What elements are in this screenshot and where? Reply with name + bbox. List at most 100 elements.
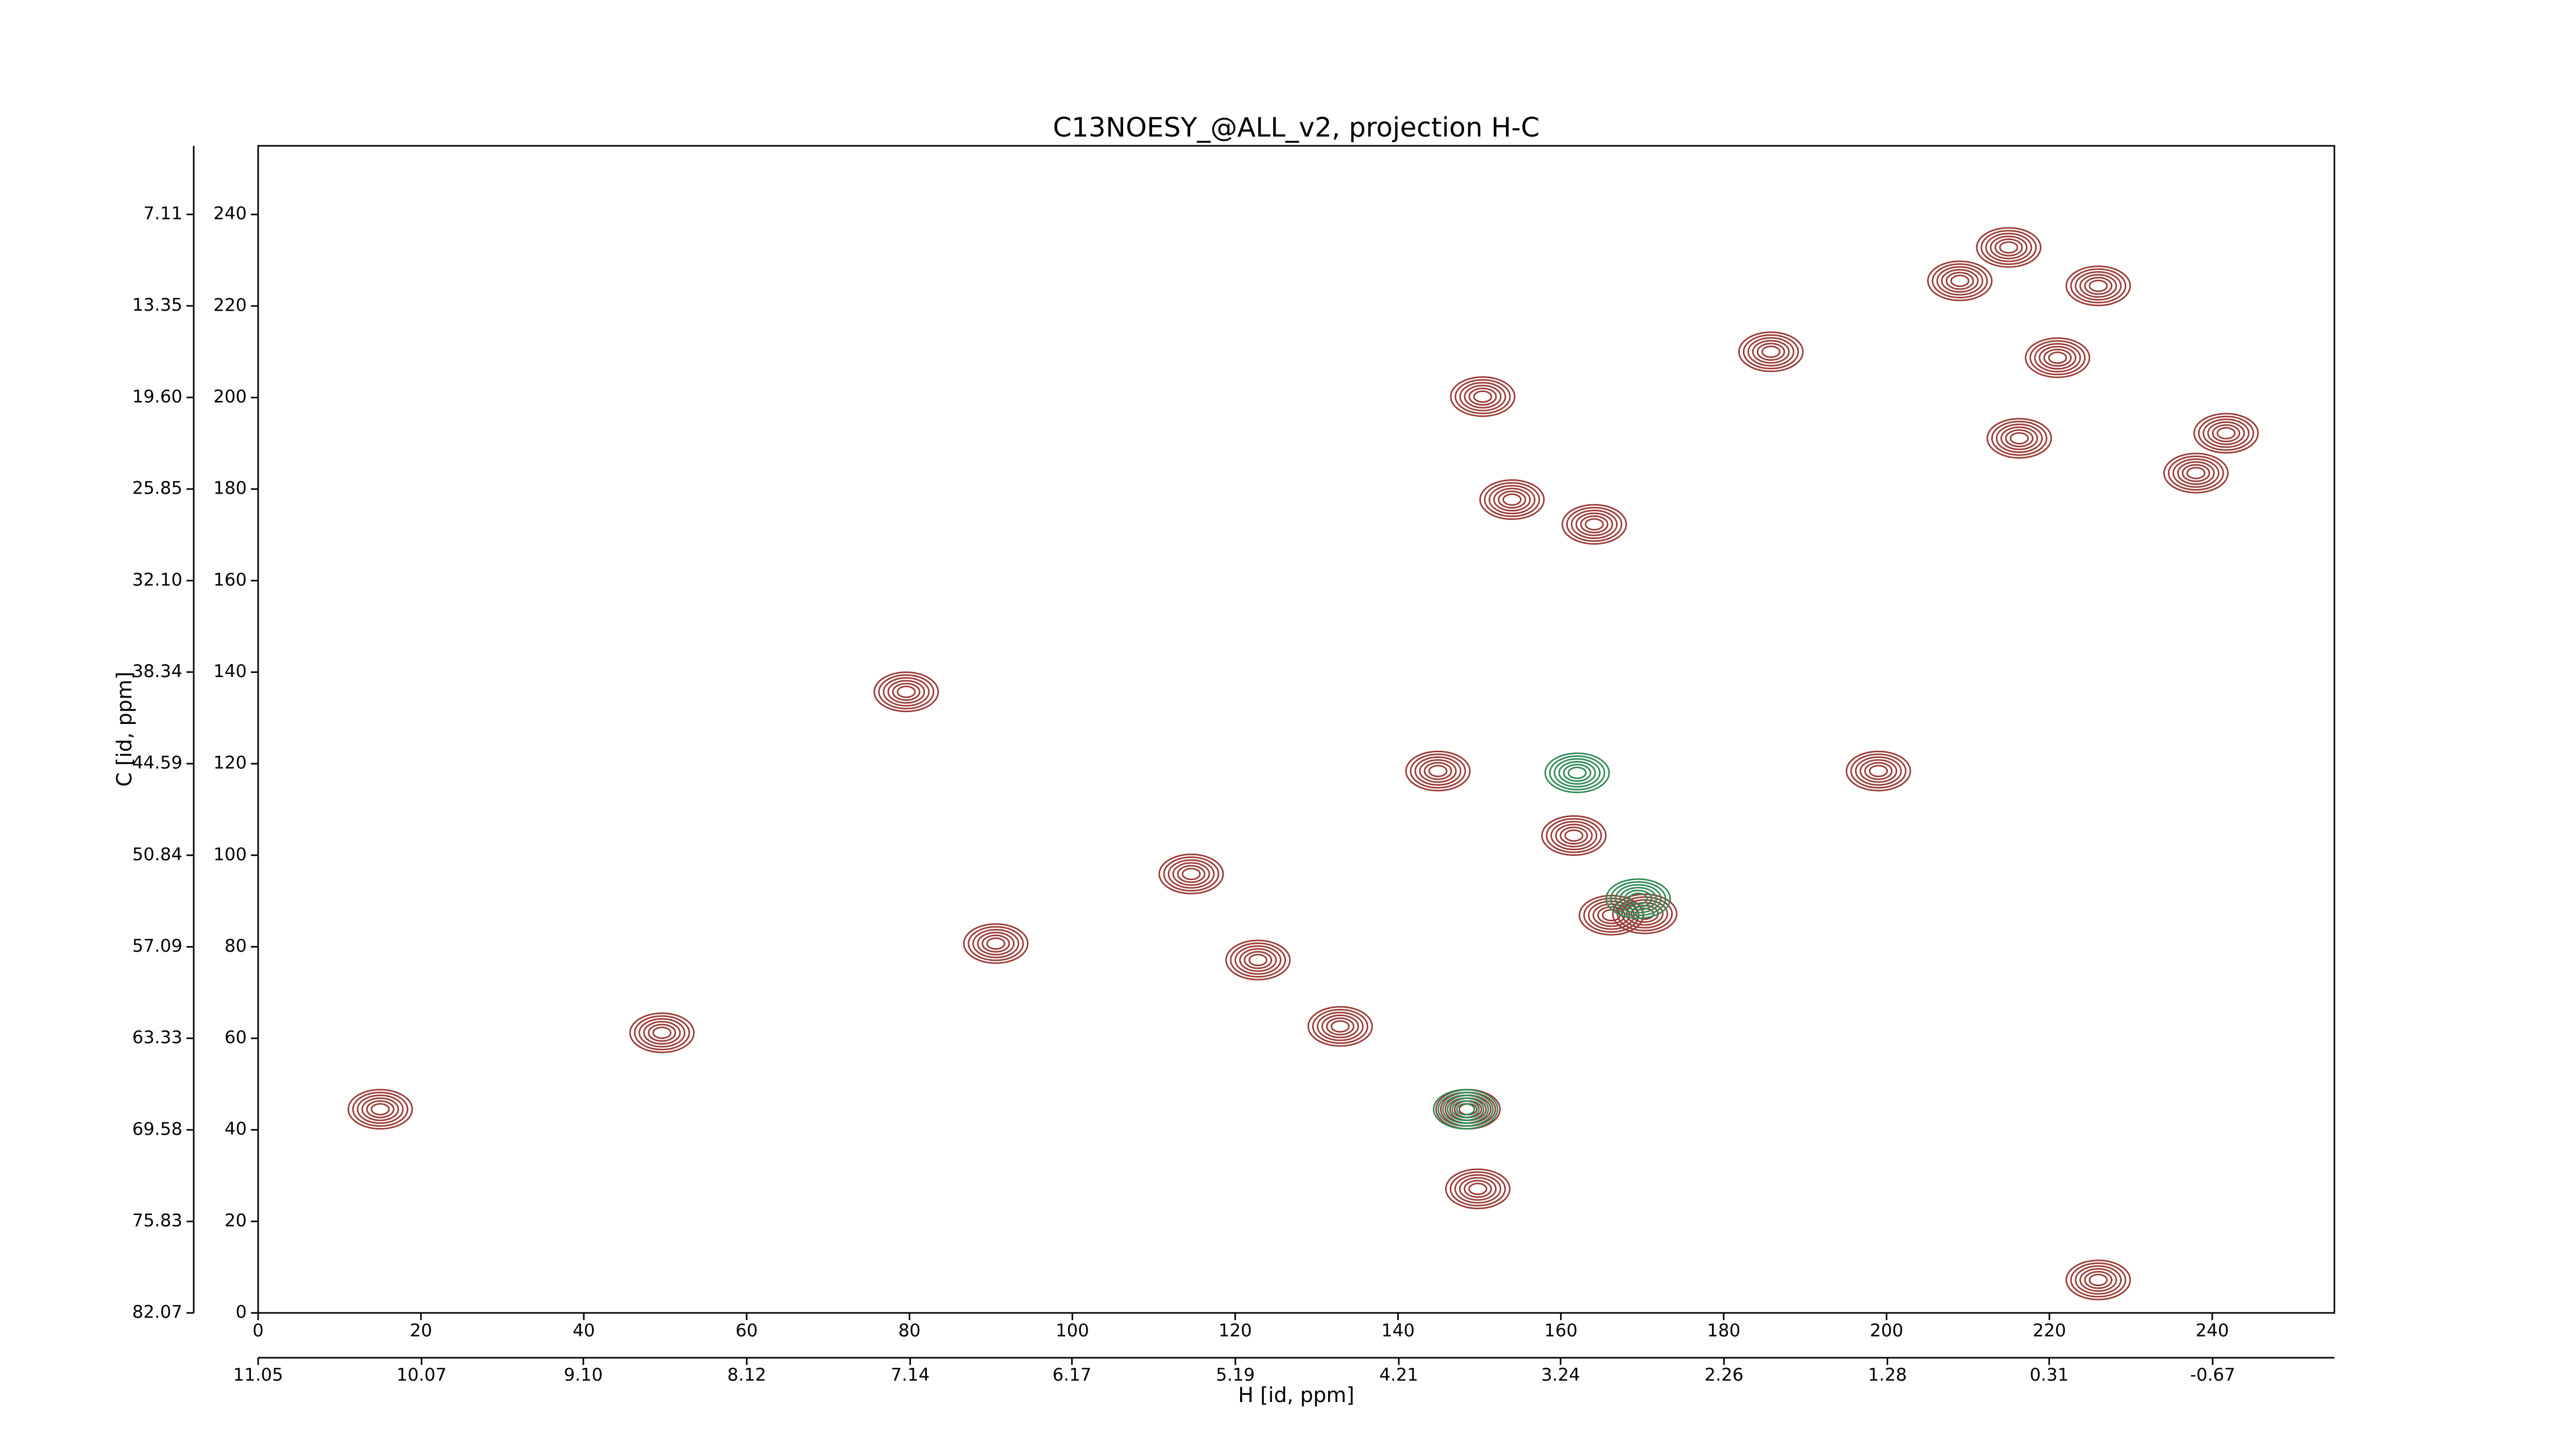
x-tick-label: 80	[899, 1321, 921, 1341]
contour-ring	[1991, 420, 2047, 456]
contour-ring	[1990, 235, 2028, 260]
contour-ring	[2075, 1265, 2122, 1295]
contour-ring	[1605, 878, 1671, 919]
x2-tick-label: 5.19	[1216, 1365, 1255, 1386]
contour-ring	[1575, 512, 1613, 536]
x2-tick-label: 2.26	[1704, 1365, 1743, 1386]
contour-ring	[981, 934, 1010, 953]
contour-ring	[629, 1012, 695, 1053]
contour-ring	[1761, 345, 1781, 358]
contour-ring	[1563, 764, 1591, 782]
contour-ring	[1986, 418, 2052, 459]
contour-ring	[887, 680, 925, 704]
chart-title: C13NOESY_@ALL_v2, projection H-C	[1053, 112, 1540, 143]
contour-ring	[1550, 821, 1598, 851]
contour-ring	[968, 926, 1024, 961]
contour-ring	[2172, 458, 2219, 488]
contour-ring	[1950, 275, 1970, 288]
contour-ring	[1558, 761, 1596, 785]
contour-ring	[1459, 1177, 1497, 1201]
y-tick-label: 80	[225, 936, 247, 956]
contour-ring	[1985, 232, 2032, 262]
contour-ring	[1619, 887, 1657, 911]
contour-ring	[2163, 452, 2229, 494]
contour-ring	[2202, 418, 2250, 448]
peak	[1986, 418, 2052, 459]
y2-tick-label: 13.35	[132, 295, 182, 315]
contour-ring	[2089, 1274, 2108, 1287]
contour-ring	[1615, 884, 1662, 914]
peak	[1605, 878, 1671, 919]
contour-ring	[2065, 265, 2131, 307]
y2-tick-label: 69.58	[132, 1119, 182, 1139]
contour-ring	[1742, 334, 1799, 369]
contour-ring	[1621, 899, 1668, 929]
contour-ring	[1994, 238, 2023, 257]
contour-ring	[2207, 421, 2245, 445]
contour-ring	[1442, 1094, 1489, 1124]
contour-ring	[1850, 753, 1907, 789]
contour-ring	[1567, 766, 1587, 779]
contour-ring	[1597, 906, 1626, 924]
contour-ring	[1464, 384, 1502, 409]
contour-ring	[1405, 750, 1471, 791]
contour-ring	[1437, 1091, 1494, 1127]
peak	[1561, 504, 1627, 545]
contour-ring	[977, 932, 1015, 956]
peak	[1927, 260, 1993, 301]
contour-ring	[1181, 868, 1201, 881]
x2-tick-label: 1.28	[1868, 1365, 1907, 1386]
contour-ring	[1423, 762, 1452, 780]
contour-ring	[357, 1094, 404, 1124]
contour-ring	[1756, 343, 1785, 361]
contour-ring	[2048, 351, 2067, 364]
x2-tick-label: 3.24	[1541, 1365, 1580, 1386]
contour-ring	[1566, 507, 1622, 542]
peak	[963, 923, 1029, 964]
x2-tick-label: 11.05	[233, 1365, 283, 1386]
contour-ring	[1172, 862, 1210, 886]
contour-ring	[1307, 1006, 1373, 1047]
contour-ring	[1445, 1168, 1511, 1209]
contour-ring	[1468, 387, 1497, 406]
contour-ring	[1248, 954, 1268, 967]
peak	[629, 1012, 695, 1053]
contour-ring	[1428, 765, 1448, 778]
y2-tick-label: 19.60	[132, 386, 182, 407]
contour-ring	[1244, 951, 1273, 969]
x-axis-label: H [id, ppm]	[1238, 1383, 1354, 1407]
y-tick-label: 180	[213, 478, 247, 499]
contour-ring	[1454, 379, 1511, 414]
contour-ring	[370, 1103, 390, 1116]
contour-ring	[1976, 227, 2042, 268]
y2-tick-label: 82.07	[132, 1302, 182, 1323]
contour-ring	[2212, 424, 2241, 443]
contour-ring	[2089, 279, 2108, 292]
contour-ring	[2000, 426, 2038, 450]
peak	[1541, 815, 1607, 856]
contour-ring	[972, 929, 1020, 958]
contour-ring	[1312, 1008, 1368, 1044]
contour-ring	[638, 1018, 686, 1048]
contour-ring	[1316, 1011, 1364, 1041]
contour-ring	[2034, 343, 2081, 373]
contour-ring	[1484, 482, 1540, 517]
contour-ring	[1451, 1100, 1480, 1119]
contour-ring	[648, 1023, 676, 1042]
contour-ring	[2079, 1268, 2117, 1292]
peak	[2065, 265, 2131, 307]
contour-ring	[1177, 865, 1206, 883]
contour-ring	[1931, 263, 1988, 299]
contour-ring	[1473, 390, 1493, 403]
peak	[1450, 376, 1516, 417]
y-tick-label: 60	[225, 1027, 247, 1048]
contour-ring	[1447, 1097, 1485, 1121]
contour-ring	[1225, 939, 1291, 981]
contour-ring	[1234, 945, 1282, 975]
x2-tick-label: 8.12	[727, 1365, 767, 1386]
contour-ring	[1580, 515, 1608, 534]
x2-tick-label: 10.07	[397, 1365, 447, 1386]
contour-ring	[1488, 485, 1536, 515]
x-tick-label: 160	[1544, 1321, 1578, 1341]
